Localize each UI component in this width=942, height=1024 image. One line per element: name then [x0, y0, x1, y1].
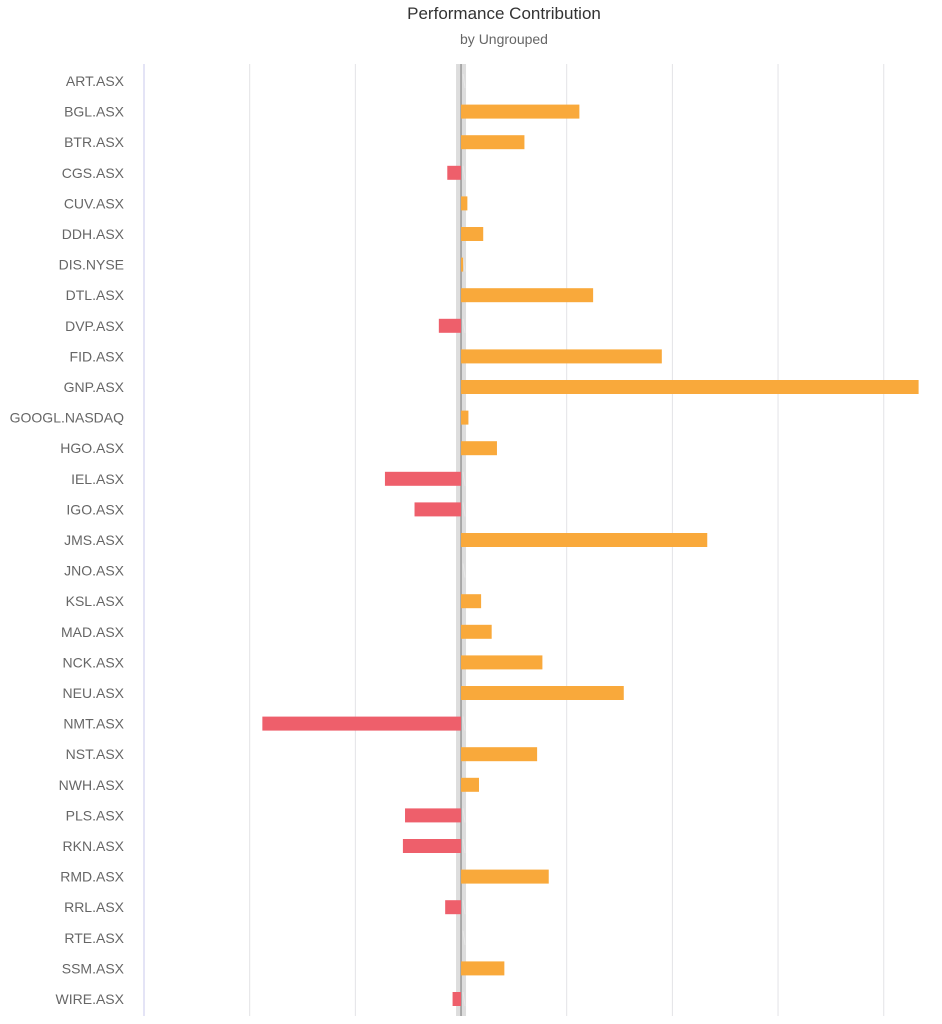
row-tick: [462, 808, 466, 823]
row-tick: [462, 563, 466, 578]
category-label: DIS.NYSE: [59, 257, 124, 273]
category-label: NST.ASX: [66, 746, 125, 762]
category-label: SSM.ASX: [62, 960, 125, 976]
category-label: RTE.ASX: [64, 930, 124, 946]
bar-nck-asx: [461, 655, 543, 670]
category-label: IEL.ASX: [71, 471, 125, 487]
category-label: NCK.ASX: [63, 654, 125, 670]
bar-ssm-asx: [461, 961, 505, 976]
bar-hgo-asx: [461, 441, 497, 456]
category-label: MAD.ASX: [61, 624, 125, 640]
bar-pls-asx: [405, 808, 462, 823]
category-label: BGL.ASX: [64, 104, 125, 120]
category-label: ART.ASX: [66, 73, 125, 89]
category-label: PLS.ASX: [66, 807, 125, 823]
category-label: KSL.ASX: [66, 593, 125, 609]
category-label: CUV.ASX: [64, 195, 125, 211]
category-label: IGO.ASX: [66, 501, 124, 517]
bar-nwh-asx: [461, 777, 479, 792]
bar-iel-asx: [384, 471, 462, 486]
category-label: BTR.ASX: [64, 134, 125, 150]
category-label: NMT.ASX: [63, 716, 124, 732]
bar-dis-nyse: [461, 257, 464, 272]
bar-igo-asx: [414, 502, 462, 517]
category-label: NEU.ASX: [63, 685, 125, 701]
category-label: RMD.ASX: [60, 869, 124, 885]
bar-googl-nasdaq: [461, 410, 469, 425]
chart-subtitle: by Ungrouped: [460, 31, 548, 47]
row-tick: [462, 930, 466, 945]
chart-title: Performance Contribution: [407, 4, 601, 23]
bar-bgl-asx: [461, 104, 580, 119]
bar-rkn-asx: [402, 839, 462, 853]
row-tick: [462, 991, 466, 1007]
category-label: CGS.ASX: [62, 165, 125, 181]
category-label: DDH.ASX: [62, 226, 125, 242]
label-layer: ART.ASX BGL.ASX BTR.ASX CGS.ASX CUV.ASX DDH.A…: [10, 73, 125, 1007]
bar-ksl-asx: [461, 594, 482, 609]
row-tick: [462, 318, 466, 333]
row-tick: [462, 471, 466, 486]
bar-nst-asx: [461, 747, 538, 762]
category-label: DTL.ASX: [66, 287, 125, 303]
bar-wire-asx: [452, 992, 462, 1006]
category-label: JNO.ASX: [64, 563, 125, 579]
category-label: RKN.ASX: [63, 838, 125, 854]
category-label: FID.ASX: [70, 348, 125, 364]
bar-cuv-asx: [461, 196, 468, 211]
category-label: HGO.ASX: [60, 440, 124, 456]
bar-layer: [262, 104, 919, 1006]
category-label: JMS.ASX: [64, 532, 125, 548]
category-label: GNP.ASX: [64, 379, 125, 395]
bar-btr-asx: [461, 135, 525, 150]
bar-ddh-asx: [461, 227, 484, 241]
category-label: WIRE.ASX: [56, 991, 125, 1007]
row-tick: [462, 257, 466, 272]
bar-nmt-asx: [262, 716, 462, 731]
row-tick: [462, 502, 466, 517]
bar-gnp-asx: [461, 380, 919, 394]
category-label: NWH.ASX: [59, 777, 125, 793]
bar-jms-asx: [461, 533, 708, 547]
bar-dvp-asx: [438, 318, 462, 333]
bar-fid-asx: [461, 349, 662, 364]
category-label: RRL.ASX: [64, 899, 125, 915]
bar-cgs-asx: [447, 165, 462, 180]
bar-dtl-asx: [461, 288, 594, 303]
bar-neu-asx: [461, 686, 624, 700]
category-label: GOOGL.NASDAQ: [10, 410, 124, 426]
bar-mad-asx: [461, 624, 492, 639]
row-tick: [462, 165, 466, 180]
row-tick: [462, 73, 466, 89]
row-tick: [462, 900, 466, 915]
category-label: DVP.ASX: [65, 318, 125, 334]
bar-rrl-asx: [445, 900, 462, 915]
row-tick: [462, 716, 466, 731]
row-tick: [462, 838, 466, 854]
bar-rmd-asx: [461, 869, 549, 884]
